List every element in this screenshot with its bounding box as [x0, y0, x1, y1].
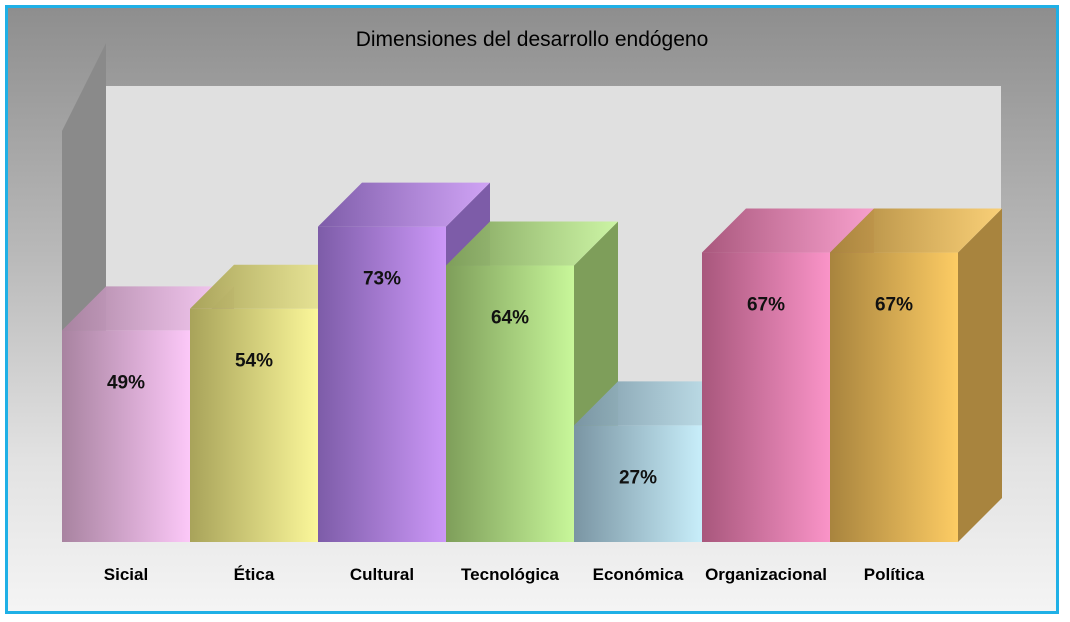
category-label: Ética [234, 565, 275, 584]
chart-title: Dimensiones del desarrollo endógeno [356, 28, 709, 51]
category-label: Económica [593, 565, 684, 584]
value-label: 67% [747, 295, 785, 316]
value-label: 49% [107, 372, 145, 393]
bar-front [446, 265, 574, 542]
bar-7: 67% [830, 208, 1002, 542]
bar-front [190, 308, 318, 542]
bar-top [702, 208, 874, 253]
bar-4: 64% [446, 221, 618, 542]
category-label: Cultural [350, 565, 414, 584]
bar-front [62, 330, 190, 542]
bar-top [318, 182, 490, 227]
bar-side [958, 208, 1002, 542]
bar-front [702, 252, 830, 542]
bar-top [446, 221, 618, 266]
category-label: Política [864, 565, 925, 584]
value-label: 27% [619, 467, 657, 488]
bars-group: 49% 54% 73% 64% 27% 67% 67% [62, 182, 1002, 542]
bar-top [830, 208, 1002, 253]
category-label: Organizacional [705, 565, 827, 584]
category-label: Tecnológica [461, 565, 559, 584]
bar-front [318, 226, 446, 542]
bar-front [574, 425, 702, 542]
value-label: 54% [235, 351, 273, 372]
category-label: Sicial [104, 565, 148, 584]
value-label: 64% [491, 308, 529, 329]
value-label: 67% [875, 295, 913, 316]
category-labels: Sicial Ética Cultural Tecnológica Económica O… [104, 565, 925, 584]
bar-front [830, 252, 958, 542]
value-label: 73% [363, 269, 401, 290]
